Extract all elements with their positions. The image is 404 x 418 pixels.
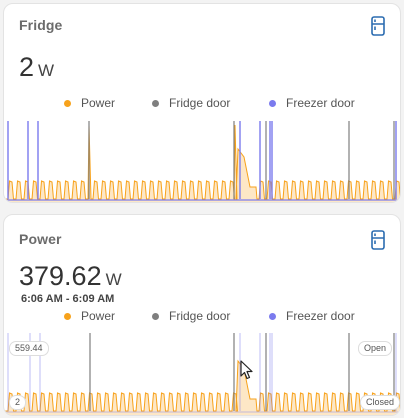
history-chart[interactable] (4, 119, 400, 203)
legend-item-power[interactable]: Power (64, 309, 115, 323)
legend-label: Power (81, 309, 116, 323)
legend-dot-icon (269, 312, 276, 320)
chart-legend: Power Fridge door Freezer door (4, 96, 400, 112)
chart-max-label: 559.44 (9, 341, 49, 356)
legend-label: Fridge door (169, 96, 231, 110)
chart-legend: Power Fridge door Freezer door (4, 309, 400, 325)
power-card[interactable]: Power 379.62 W 6:06 AM - 6:09 AM Power Fr… (3, 214, 401, 416)
legend-label: Fridge door (169, 309, 231, 323)
power-unit: W (38, 61, 55, 80)
power-area (4, 125, 400, 202)
power-unit: W (105, 270, 122, 289)
fridge-icon[interactable] (370, 230, 386, 250)
mouse-cursor-icon (240, 360, 253, 380)
legend-dot-icon (64, 312, 71, 320)
power-value: 379.62 (19, 261, 102, 291)
history-chart[interactable] (4, 331, 400, 415)
legend-label: Power (81, 96, 116, 110)
power-value: 2 (19, 52, 35, 82)
power-area (4, 361, 400, 415)
card-title: Fridge (19, 17, 63, 33)
legend-item-freezer-door[interactable]: Freezer door (269, 309, 355, 323)
chart-min-label: 2 (9, 395, 27, 410)
card-title: Power (19, 231, 62, 247)
legend-dot-icon (152, 312, 159, 320)
time-range: 6:06 AM - 6:09 AM (21, 293, 115, 305)
legend-item-fridge-door[interactable]: Fridge door (152, 309, 230, 323)
legend-dot-icon (64, 99, 71, 107)
legend-item-power[interactable]: Power (64, 96, 115, 110)
power-line (4, 359, 400, 412)
fridge-icon[interactable] (370, 16, 386, 36)
legend-label: Freezer door (286, 309, 355, 323)
legend-label: Freezer door (286, 96, 355, 110)
legend-item-freezer-door[interactable]: Freezer door (269, 96, 355, 110)
legend-dot-icon (152, 99, 159, 107)
chart-closed-label: Closed (360, 395, 400, 410)
power-line (4, 124, 400, 200)
current-value: 379.62 W (19, 261, 122, 292)
legend-item-fridge-door[interactable]: Fridge door (152, 96, 230, 110)
chart-open-label: Open (358, 341, 393, 356)
legend-dot-icon (269, 99, 276, 107)
